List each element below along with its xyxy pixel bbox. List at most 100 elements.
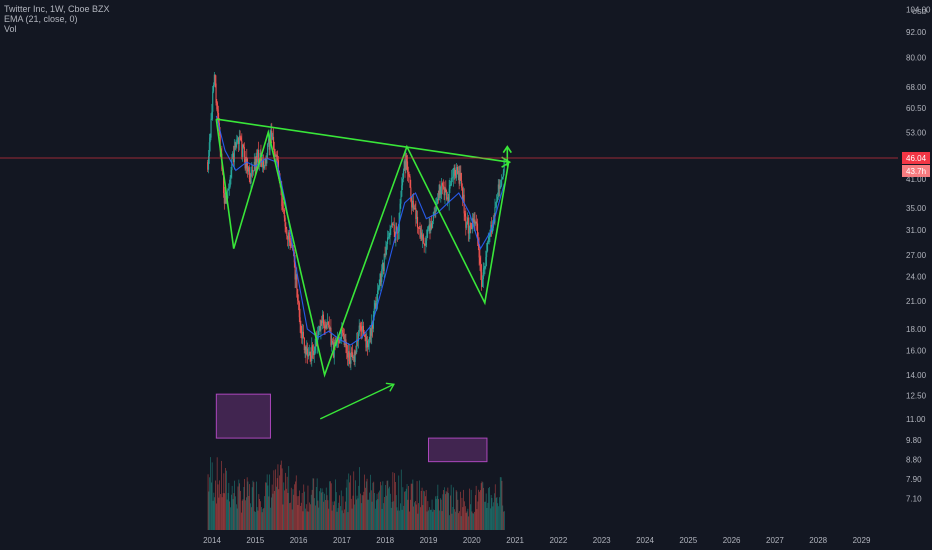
volume-bar (422, 505, 424, 530)
volume-bar (355, 499, 357, 530)
candle-body (481, 272, 483, 287)
price-axis[interactable]: 104.00 92.00 80.00 68.00 60.50 53.00 41.00 35.0… (902, 6, 931, 504)
candle-body (446, 192, 448, 200)
candle-body (231, 159, 233, 171)
candle-body (317, 335, 319, 347)
volume-bar (227, 493, 229, 530)
candle-body (216, 102, 218, 110)
volume-bar (426, 511, 428, 530)
volume-bar (270, 507, 271, 530)
price-tick-label: 7.90 (906, 475, 922, 484)
candle-body (430, 223, 432, 231)
candle-body (241, 141, 243, 157)
volume-bar (233, 493, 235, 530)
volume-bar (365, 487, 366, 530)
volume-bar (406, 484, 408, 530)
candle-body (492, 222, 494, 229)
candle-body (425, 240, 427, 246)
volume-bar (231, 485, 233, 530)
candle-body (390, 227, 392, 229)
candle-body (243, 144, 245, 148)
volume-bar (292, 489, 294, 530)
volume-bar (279, 475, 280, 530)
time-tick-label: 2015 (246, 536, 264, 545)
candle-body (354, 351, 356, 362)
candle-body (291, 245, 293, 247)
candle-body (402, 170, 404, 179)
volume-bar (490, 495, 492, 530)
candle-body (440, 190, 442, 195)
volume-bar (277, 464, 279, 530)
candle-body (276, 155, 278, 158)
volume-bar (455, 511, 456, 530)
volume-bar (495, 497, 497, 530)
volume-bar (402, 487, 404, 530)
ema-line (215, 115, 505, 346)
volume-bar (480, 490, 481, 530)
time-axis[interactable]: 2014 2015 2016 2017 2018 2019 2020 2021 2022 2023… (203, 536, 871, 545)
volume-bar (475, 485, 477, 530)
volume-bar (404, 491, 405, 530)
volume-bar (307, 485, 309, 530)
candle-body (478, 243, 480, 258)
candle-body (235, 142, 237, 148)
candle-body (496, 197, 498, 202)
candle-body (273, 136, 275, 149)
volume-legend[interactable]: Vol (4, 24, 17, 34)
candle-body (414, 208, 416, 209)
candle-body (377, 287, 379, 291)
volume-bar (351, 508, 353, 530)
volume-bar (345, 501, 346, 530)
candle-body (350, 352, 352, 364)
volume-bar (304, 491, 305, 530)
candle-body (369, 328, 371, 340)
candle-body (445, 188, 447, 193)
price-tick-label: 9.80 (906, 436, 922, 445)
symbol-legend[interactable]: Twitter Inc, 1W, Cboe BZX (4, 4, 110, 14)
volume-bar (325, 500, 326, 530)
volume-bar (397, 510, 399, 530)
candle-body (468, 232, 470, 234)
candle-body (432, 221, 434, 228)
candle-body (396, 226, 398, 233)
volume-bar (479, 491, 480, 530)
candle-body (387, 237, 389, 239)
volume-bar (295, 475, 297, 530)
candle-body (449, 185, 451, 189)
volume-bar (240, 490, 241, 530)
candle-body (447, 197, 449, 200)
last-price-badge-label: 46.04 (906, 154, 927, 163)
candle-body (372, 322, 374, 329)
candle-body (486, 251, 488, 258)
volume-bar (251, 507, 252, 530)
volume-bar (400, 503, 401, 530)
candle-body (251, 169, 253, 174)
candle-body (423, 243, 425, 245)
candle-body (383, 253, 385, 271)
volume-bar (450, 495, 451, 530)
volume-bar (249, 484, 250, 530)
ema-legend[interactable]: EMA (21, close, 0) (4, 14, 78, 24)
candle-body (412, 200, 414, 208)
candle-body (237, 137, 239, 142)
volume-bar (221, 460, 222, 530)
volume-bar (308, 511, 310, 530)
volume-bar (372, 482, 374, 530)
price-tick-label: 104.00 (906, 6, 931, 15)
candle-body (366, 340, 368, 348)
volume-bar (248, 496, 250, 530)
volume-bar (489, 487, 490, 530)
candle-body (370, 328, 372, 336)
candle-body (483, 267, 485, 270)
volume-bar (284, 490, 285, 530)
volume-bar (285, 472, 286, 530)
candle-body (230, 170, 232, 178)
candle-body (407, 172, 409, 175)
volume-bar (468, 516, 469, 530)
candle-body (307, 354, 309, 357)
volume-bar (487, 502, 489, 530)
candle-body (239, 136, 241, 138)
price-tick-label: 80.00 (906, 53, 927, 62)
